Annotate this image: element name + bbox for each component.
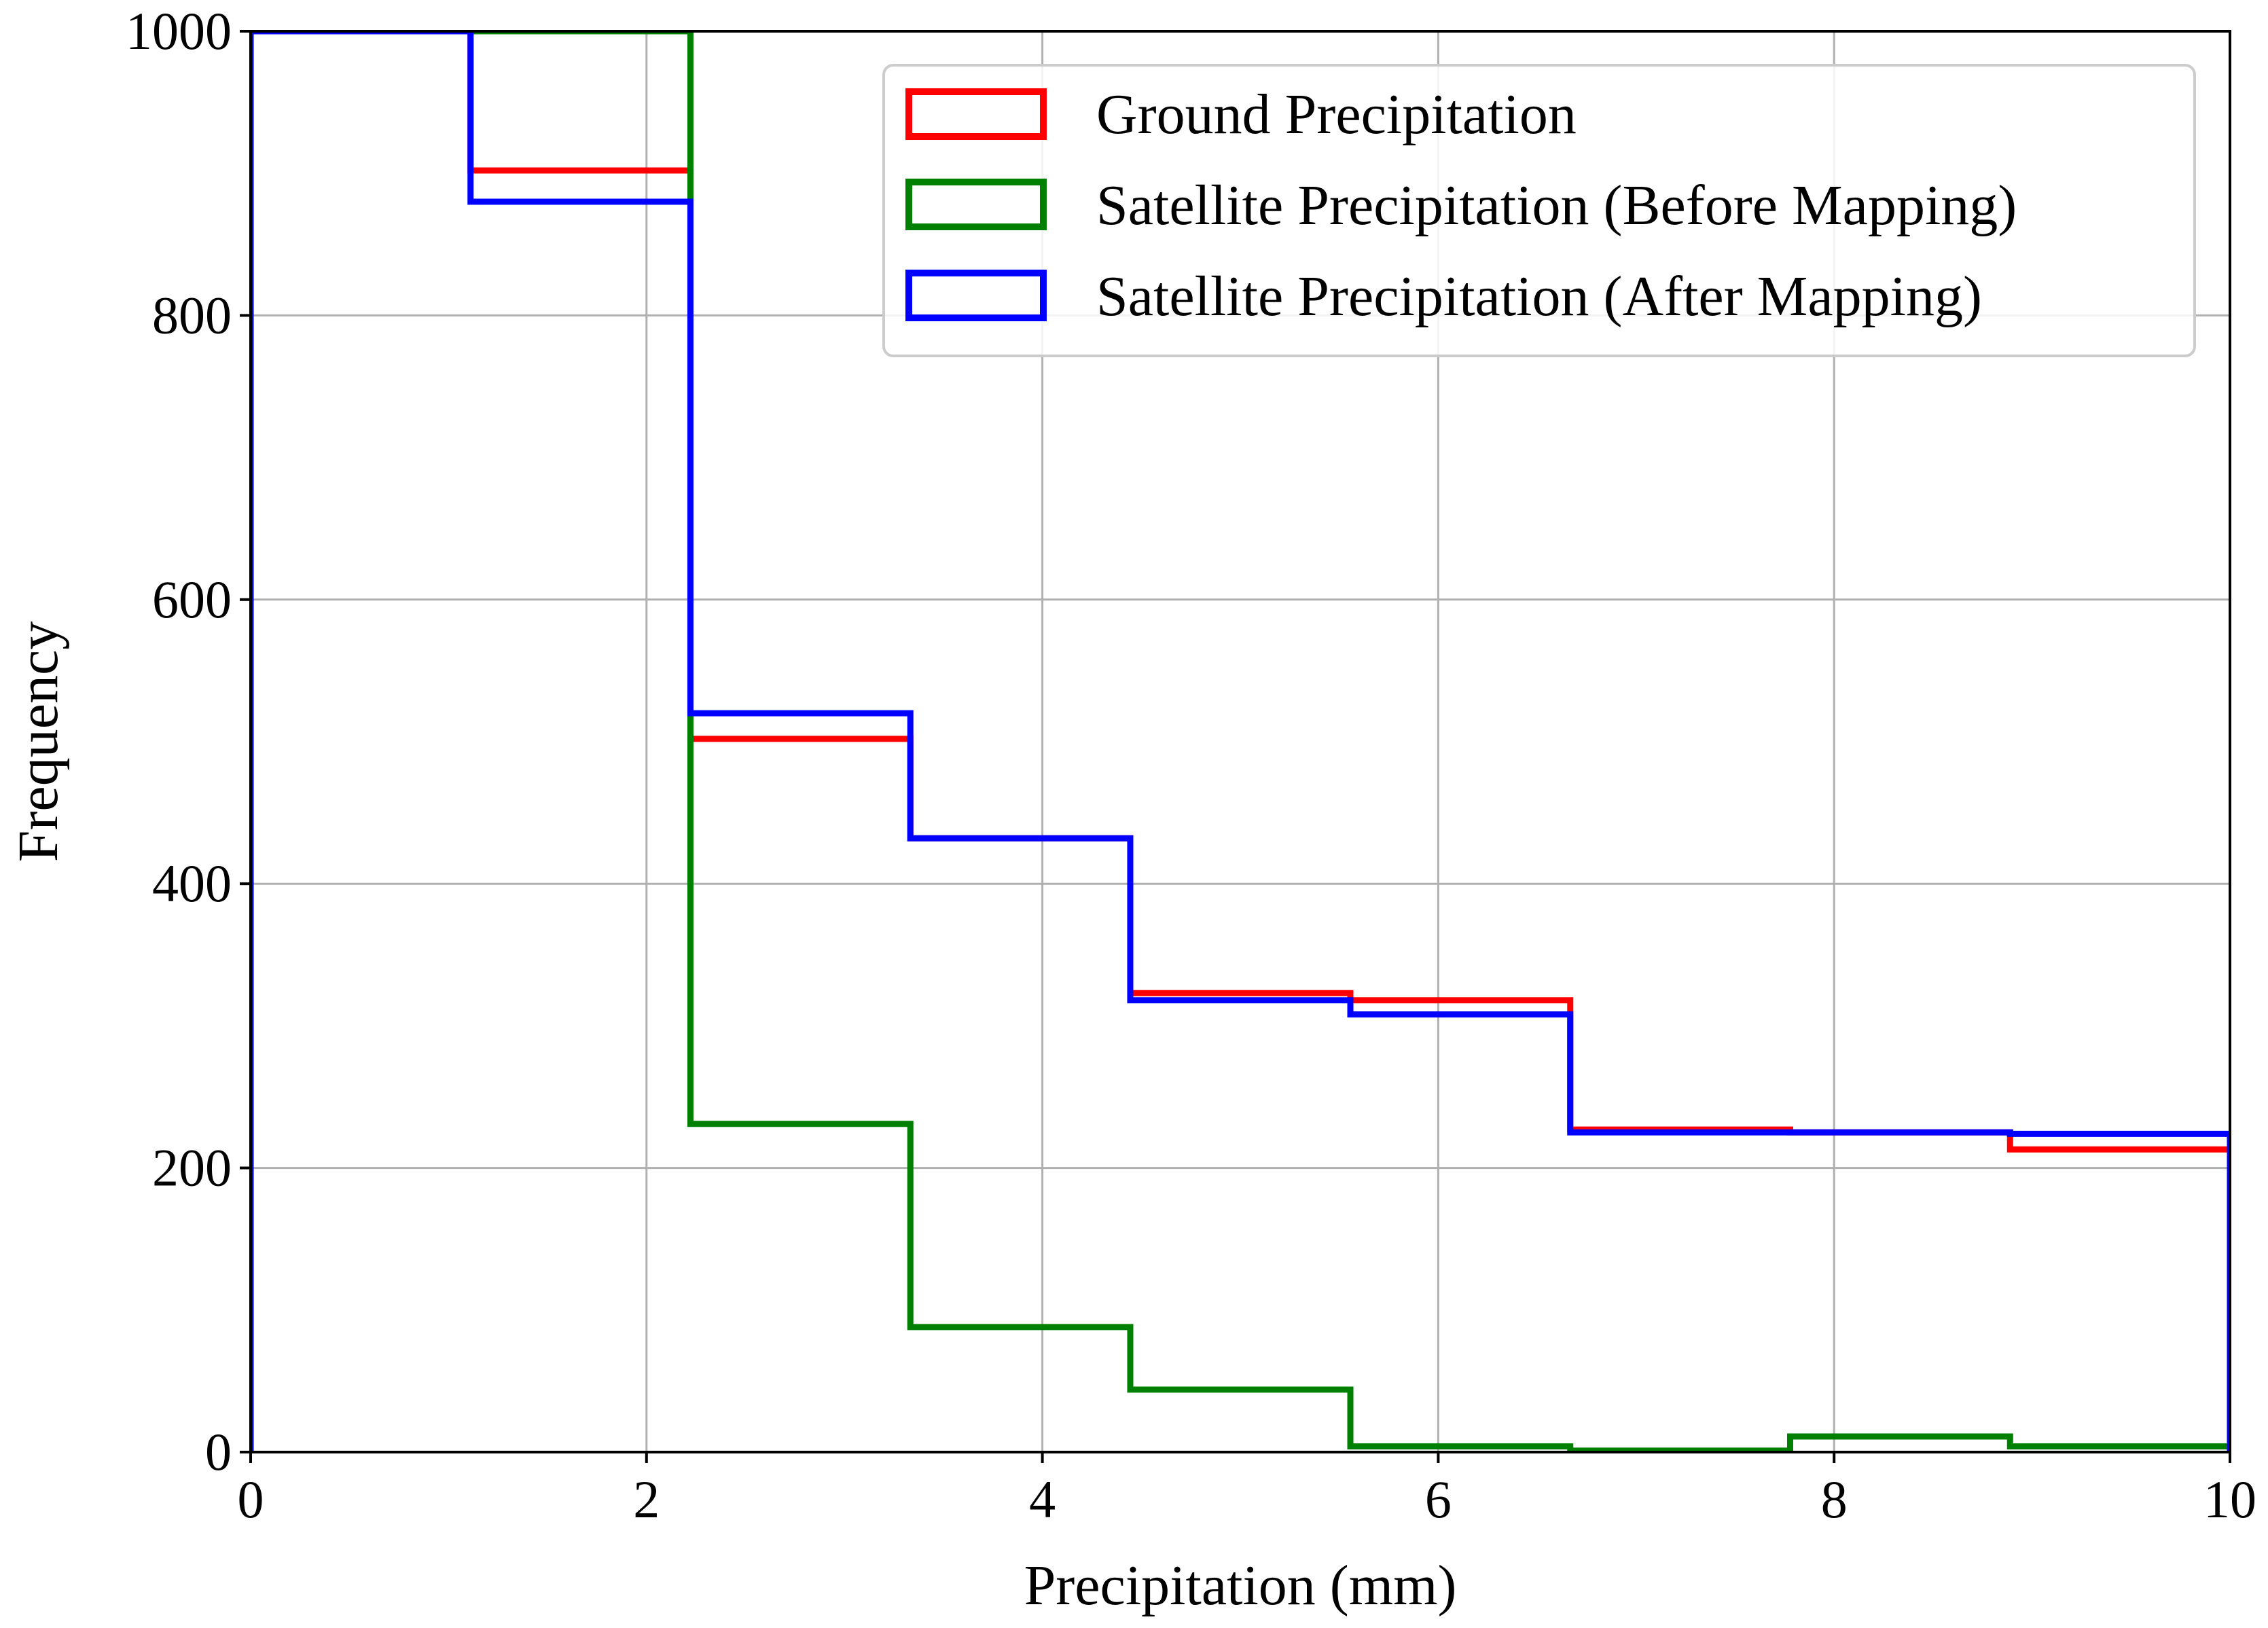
y-tick-label: 800 <box>152 285 232 344</box>
x-tick-label: 4 <box>1029 1470 1056 1529</box>
y-tick-label: 200 <box>152 1138 232 1197</box>
y-axis-label: Frequency <box>7 621 70 863</box>
series-satellite-before-step <box>251 31 2230 1452</box>
x-tick-label: 10 <box>2203 1470 2256 1529</box>
x-tick-label: 2 <box>633 1470 660 1529</box>
legend-label-ground: Ground Precipitation <box>1096 83 1577 146</box>
series-layer <box>251 31 2230 1452</box>
y-tick-label: 0 <box>205 1422 232 1481</box>
legend: Ground Precipitation Satellite Precipita… <box>882 64 2196 357</box>
x-tick-label: 6 <box>1425 1470 1452 1529</box>
legend-swatch-satellite-after <box>905 270 1047 321</box>
plot-frame <box>249 30 2231 1453</box>
legend-label-satellite-before: Satellite Precipitation (Before Mapping) <box>1096 174 2017 237</box>
legend-box <box>882 64 2196 357</box>
y-tick-label: 400 <box>152 854 232 913</box>
x-tick-label: 8 <box>1821 1470 1848 1529</box>
legend-label-satellite-after: Satellite Precipitation (After Mapping) <box>1096 265 1982 328</box>
axis-ticks: 0 2 4 6 8 10 0 200 400 600 800 1000 <box>126 1 2256 1529</box>
x-tick-label: 0 <box>238 1470 264 1529</box>
x-axis-label: Precipitation (mm) <box>1024 1554 1457 1617</box>
series-satellite-after-step <box>251 31 2230 1452</box>
y-tick-label: 600 <box>152 570 232 629</box>
y-tick-label: 1000 <box>126 1 232 60</box>
legend-swatch-satellite-before <box>905 179 1047 230</box>
legend-swatch-ground <box>905 88 1047 140</box>
